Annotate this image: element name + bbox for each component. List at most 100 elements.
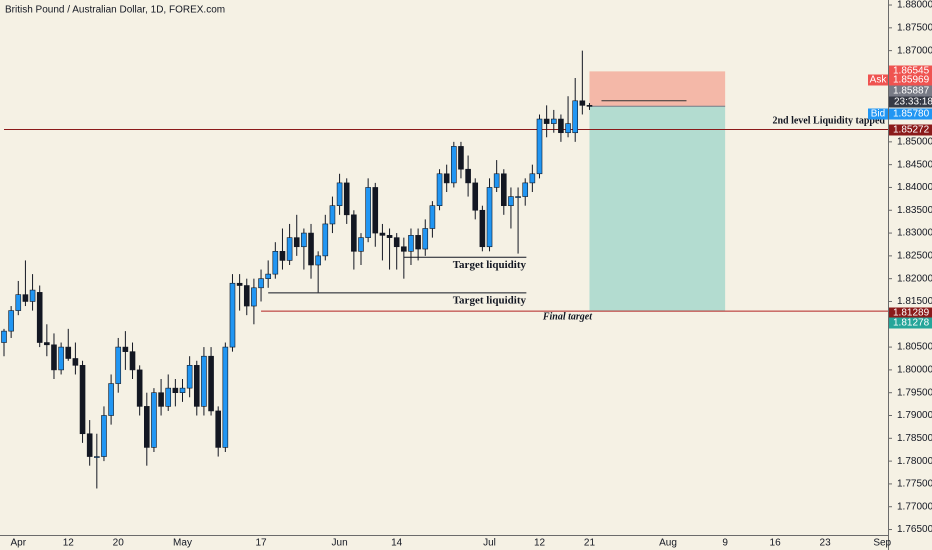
candle-body [172,387,179,393]
candle-body [393,237,400,248]
x-tick-label: May [173,538,192,549]
candle-body [179,387,186,393]
candle-body [58,346,64,371]
candle-body [336,182,343,206]
candle-body [322,223,329,257]
candle-body [158,392,164,407]
candle-body [193,365,200,407]
candle-body [15,294,22,311]
y-tick-label: 1.80500 [897,342,932,353]
candle-body [351,214,357,252]
candle-body [451,146,457,184]
price-label: 1.81278 [893,318,930,329]
y-tick-label: 1.87500 [897,22,932,33]
candle-body [315,255,321,266]
candle-body [579,100,586,106]
candle-body [208,355,214,412]
candle-body [108,383,114,416]
liquidity-label: Target liquidity [453,259,527,271]
y-tick-label: 1.77500 [897,479,932,490]
y-tick-label: 1.82000 [897,273,932,284]
x-tick-label: Apr [10,538,26,549]
candle-body [236,282,243,286]
y-tick-label: 1.80000 [897,365,932,376]
candle-body [136,369,143,407]
candle-body [151,392,157,448]
x-tick-label: 17 [255,538,267,549]
candle-body [72,358,79,366]
price-label: 1.86545 [893,66,930,77]
y-tick-label: 1.83000 [897,228,932,239]
price-label: 1.85780 [893,109,930,120]
candle-body [22,294,29,302]
candle-body [258,278,264,289]
level-annotation: 2nd level Liquidity tapped [772,116,885,127]
candle-body [422,228,429,250]
target-zone [589,106,726,312]
candle-body [493,173,500,188]
candle-body [308,232,314,266]
y-tick-label: 1.82500 [897,251,932,262]
candle-body [358,237,364,252]
price-label: 1.85969 [893,75,930,86]
x-tick-label: 20 [113,538,125,549]
y-tick-label: 1.88000 [897,0,932,11]
candle-body [272,251,279,275]
candle-body [122,346,129,352]
liquidity-label: Target liquidity [453,294,527,306]
candle-body [372,187,379,234]
candle-body [415,235,421,250]
chart-title: British Pound / Australian Dollar, 1D, F… [5,5,225,16]
x-tick-label: Sep [873,538,891,549]
x-tick-label: 12 [534,538,546,549]
candle-body [479,209,486,248]
candle-body [443,173,450,184]
price-label-bg [889,108,932,120]
candle-body [436,173,443,206]
y-tick-label: 1.84000 [897,182,932,193]
candle-body [44,342,50,346]
x-tick-label: 23 [820,538,832,549]
candle-body [515,196,521,198]
candle-body [215,410,221,448]
candle-body [408,235,414,252]
x-tick-label: 16 [770,538,782,549]
candle-body [293,237,300,248]
candle-body [222,346,229,448]
price-label-bg [889,307,932,319]
candle-body [386,235,393,238]
candle-body [508,196,514,206]
candle-body [529,173,536,184]
x-tick-label: Jul [483,538,496,549]
candle-body [201,355,207,407]
candle-body [115,346,122,384]
price-label-bg [889,124,932,136]
candle-body [301,232,307,248]
candle-body [536,118,543,175]
y-tick-label: 1.84500 [897,159,932,170]
y-tick-label: 1.78000 [897,456,932,467]
price-label-bg [889,85,932,97]
y-tick-label: 1.83500 [897,205,932,216]
candle-body [500,173,507,206]
price-label-bg [889,74,932,86]
price-tag-bg [868,74,888,86]
y-tick-label: 1.77000 [897,501,932,512]
y-tick-label: 1.85000 [897,136,932,147]
y-tick-label: 1.81500 [897,296,932,307]
x-tick-label: Aug [659,538,677,549]
candle-body [86,433,93,457]
candle-body [522,182,529,197]
countdown-bg [889,96,932,108]
candle-body [65,346,72,359]
candle-body [29,289,36,302]
price-label: 1.85272 [893,125,930,136]
candle-body [94,456,100,458]
x-tick-label: 14 [391,538,403,549]
candle-body [51,344,57,371]
x-tick-label: 9 [722,538,728,549]
countdown: 23:33:18 [894,97,932,108]
candle-body [429,205,436,229]
